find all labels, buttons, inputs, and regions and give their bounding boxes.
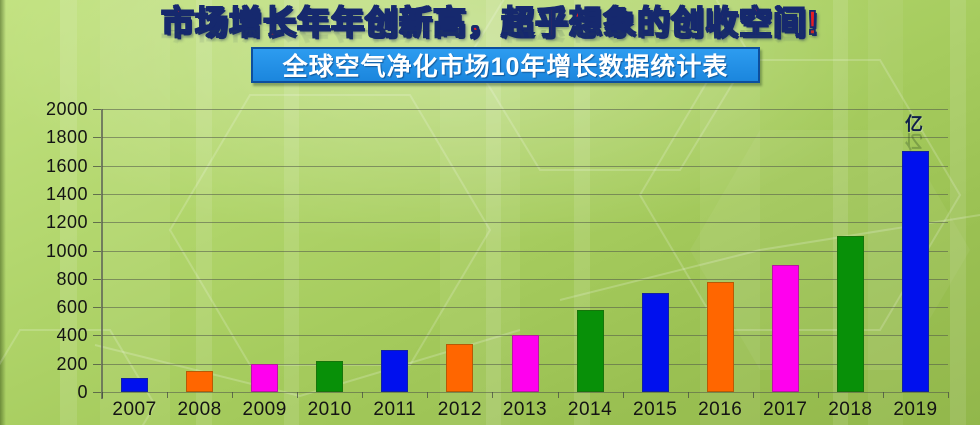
y-tick-0: [93, 392, 101, 393]
x-axis-label-2019: 2019: [893, 399, 938, 420]
y-axis-label-600: 600: [56, 297, 88, 318]
x-tick-0: [102, 392, 103, 398]
x-axis-label-2013: 2013: [502, 399, 548, 420]
bar-2008: [186, 370, 214, 392]
x-tick-4: [362, 392, 364, 398]
x-axis-label-2014: 2014: [567, 399, 613, 420]
x-tick-7: [557, 392, 559, 398]
x-axis-label-2010: 2010: [307, 399, 352, 420]
background-stripe: [950, 0, 966, 425]
bar-2012: [446, 343, 474, 392]
x-axis-label-2016: 2016: [698, 399, 743, 420]
y-axis-line: [101, 109, 103, 399]
gridline-1000: [102, 250, 948, 252]
background-stripe: [60, 0, 77, 425]
y-axis-label-400: 400: [56, 325, 88, 346]
background-stripe: [196, 0, 212, 425]
y-axis-label-1200: 1200: [45, 212, 88, 233]
chart-title-banner: 全球空气净化市场10年增长数据统计表: [251, 47, 760, 83]
x-axis-label-2012: 2012: [437, 399, 483, 420]
y-axis-label-1000: 1000: [45, 240, 88, 261]
y-axis-label-2000: 2000: [45, 99, 88, 119]
x-tick-10: [752, 392, 754, 398]
x-tick-11: [817, 392, 819, 398]
x-tick-12: [882, 392, 884, 398]
gridline-600: [102, 307, 948, 309]
y-axis-label-0: 0: [77, 382, 88, 402]
gridline-1400: [102, 193, 948, 195]
x-tick-2: [232, 392, 234, 398]
bar-2018: [836, 236, 864, 392]
gridline-1200: [102, 222, 948, 224]
y-axis-label-1800: 1800: [45, 127, 88, 148]
x-axis-label-2018: 2018: [828, 399, 873, 420]
y-tick-600: [93, 307, 101, 309]
left-edge-shade: [0, 0, 6, 425]
gridline-1800: [102, 137, 948, 139]
x-axis-label-2008: 2008: [177, 399, 222, 420]
y-tick-1200: [93, 222, 101, 224]
x-tick-8: [622, 392, 624, 398]
x-axis-label-2009: 2009: [242, 399, 287, 420]
x-tick-5: [427, 392, 429, 398]
bar-2007: [121, 377, 149, 392]
background-stripe: [486, 0, 501, 425]
x-axis-label-2007: 2007: [112, 399, 157, 420]
gridline-800: [102, 278, 948, 280]
y-axis-label-200: 200: [56, 353, 88, 374]
y-tick-400: [93, 335, 101, 337]
x-axis-label-2011: 2011: [373, 399, 417, 420]
background-stripe: [868, 0, 903, 425]
background-stripe: [284, 0, 299, 425]
bar-2015: [641, 292, 669, 392]
x-tick-13: [948, 392, 949, 398]
chart-title-text: 全球空气净化市场10年增长数据统计表: [282, 53, 729, 81]
y-axis-label-1400: 1400: [45, 183, 88, 204]
gridline-1600: [102, 165, 948, 167]
bar-2013: [511, 335, 539, 392]
y-axis-label-1600: 1600: [45, 155, 88, 176]
bar-2017: [771, 264, 799, 392]
y-axis-label-800: 800: [56, 268, 88, 289]
gridline-0: [102, 392, 948, 393]
bar-2010: [316, 360, 344, 392]
bar-2014: [576, 309, 604, 392]
x-tick-3: [297, 392, 299, 398]
x-axis-label-2017: 2017: [763, 399, 808, 420]
x-tick-6: [492, 392, 494, 398]
bar-2011: [381, 349, 409, 392]
x-tick-9: [687, 392, 689, 398]
bar-2016: [706, 281, 734, 392]
unit-label-reflection: 亿: [905, 131, 923, 151]
x-tick-1: [167, 392, 169, 398]
unit-label: 亿: [905, 114, 923, 134]
gridline-2000: [102, 109, 948, 110]
bar-2009: [251, 363, 279, 392]
background-stripe: [100, 0, 170, 425]
slide-title: 市场增长年年创新高，超乎想象的创收空间!: [160, 3, 819, 42]
y-tick-2000: [93, 109, 101, 110]
bar-2019: [901, 151, 929, 392]
y-tick-1400: [93, 193, 101, 195]
y-tick-1800: [93, 137, 101, 139]
x-axis-label-2015: 2015: [633, 399, 678, 420]
y-tick-800: [93, 278, 101, 280]
y-tick-200: [93, 363, 101, 365]
y-tick-1000: [93, 250, 101, 252]
y-tick-1600: [93, 165, 101, 167]
